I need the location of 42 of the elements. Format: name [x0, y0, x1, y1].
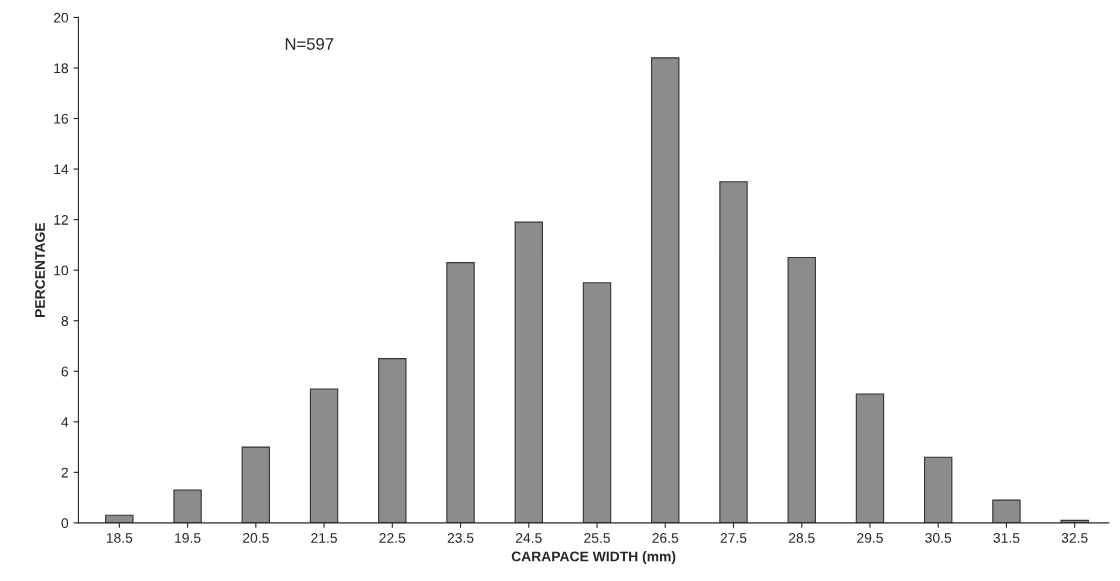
bar	[582, 282, 612, 523]
bar	[855, 393, 885, 523]
y-tick-label: 0	[61, 518, 69, 529]
bar	[651, 57, 680, 523]
x-tick-label: 24.5	[515, 532, 542, 543]
y-tick-label: 16	[54, 113, 69, 124]
x-tick-label: 23.5	[447, 532, 474, 543]
x-tick-label: 29.5	[857, 532, 883, 543]
x-tick-label: 32.5	[1061, 532, 1088, 543]
bar	[446, 262, 475, 523]
y-tick-label: 2	[61, 467, 68, 478]
x-tick-label: 21.5	[311, 532, 337, 543]
bar	[719, 181, 748, 523]
bar	[309, 388, 339, 523]
y-axis-title: PERCENTAGE	[35, 222, 45, 317]
bar	[241, 446, 271, 523]
bar	[924, 456, 953, 523]
y-tick-label: 8	[61, 316, 69, 326]
x-tick-label: 22.5	[379, 532, 406, 543]
x-tick-label: 20.5	[243, 532, 269, 543]
x-tick-label: 31.5	[993, 532, 1020, 543]
bar	[992, 499, 1021, 523]
y-tick-label: 4	[61, 417, 69, 427]
x-tick-label: 19.5	[175, 532, 201, 543]
bar	[378, 358, 407, 523]
bar	[787, 256, 816, 523]
bar	[173, 489, 202, 523]
annotation: N=597	[285, 38, 334, 50]
y-tick-label: 12	[54, 214, 68, 225]
x-tick-label: 28.5	[788, 532, 815, 543]
x-tick-label: 27.5	[720, 532, 747, 543]
x-tick-label: 18.5	[106, 532, 133, 543]
y-tick-label: 6	[61, 366, 69, 377]
y-tick-label: 14	[54, 164, 69, 175]
x-tick-label: 30.5	[925, 532, 952, 543]
y-tick-label: 10	[54, 265, 69, 276]
x-tick-label: 26.5	[652, 532, 679, 543]
y-tick-label: 20	[53, 12, 69, 23]
x-axis-title: CARAPACE WIDTH (mm)	[511, 551, 676, 565]
y-tick-label: 18	[54, 63, 69, 74]
x-tick-label: 25.5	[584, 532, 610, 543]
bar	[514, 221, 543, 523]
